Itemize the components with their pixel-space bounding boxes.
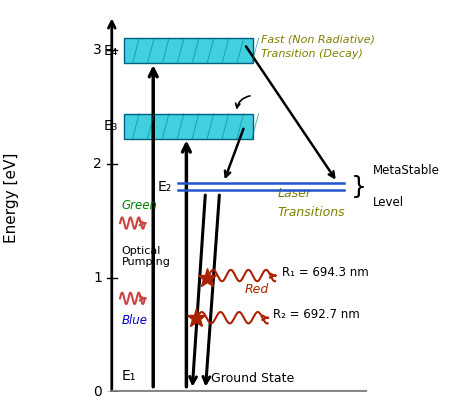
- Text: Transition (Decay): Transition (Decay): [260, 49, 362, 59]
- Text: E₂: E₂: [157, 180, 171, 193]
- Text: 3: 3: [93, 43, 101, 57]
- Text: Transitions: Transitions: [277, 206, 344, 218]
- Text: E₄: E₄: [103, 44, 118, 58]
- Text: E₃: E₃: [103, 119, 118, 133]
- Bar: [124, 38, 252, 63]
- Text: Blue: Blue: [122, 314, 147, 327]
- Text: Red: Red: [244, 283, 268, 296]
- Text: MetaStable: MetaStable: [372, 164, 439, 177]
- Text: E₁: E₁: [122, 369, 136, 383]
- Bar: [124, 114, 252, 139]
- Text: Fast (Non Radiative): Fast (Non Radiative): [260, 34, 374, 44]
- Text: }: }: [350, 174, 366, 199]
- Y-axis label: Energy [eV]: Energy [eV]: [4, 153, 19, 243]
- Text: 1: 1: [93, 271, 101, 285]
- Text: R₂ = 692.7 nm: R₂ = 692.7 nm: [273, 308, 359, 321]
- Text: Optical
Pumping: Optical Pumping: [122, 246, 170, 268]
- Text: 0: 0: [93, 385, 101, 399]
- Text: 2: 2: [93, 157, 101, 171]
- Text: R₁ = 694.3 nm: R₁ = 694.3 nm: [281, 266, 368, 278]
- Text: Laser: Laser: [277, 187, 311, 200]
- Text: Green: Green: [122, 199, 157, 212]
- Text: Ground State: Ground State: [211, 372, 294, 385]
- Text: Level: Level: [372, 196, 403, 209]
